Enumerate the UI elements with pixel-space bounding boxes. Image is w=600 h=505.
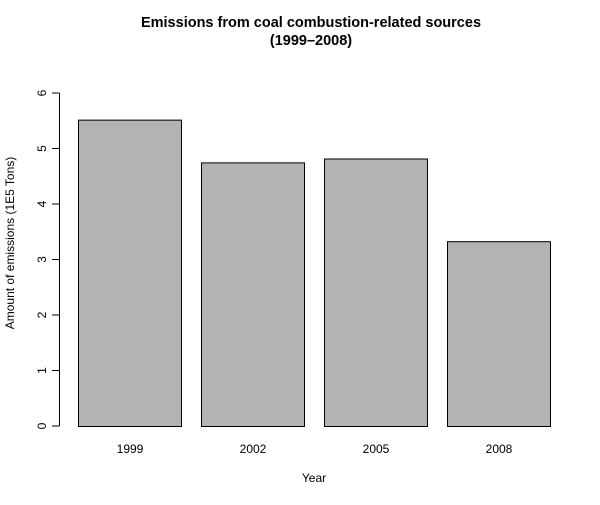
- y-tick-label: 0: [35, 422, 49, 429]
- x-tick-label-2008: 2008: [486, 442, 513, 456]
- x-tick-label-1999: 1999: [117, 442, 144, 456]
- y-tick-label: 1: [35, 367, 49, 374]
- y-tick-label: 6: [35, 89, 49, 96]
- y-tick-label: 4: [35, 200, 49, 207]
- y-tick-label: 5: [35, 145, 49, 152]
- x-axis-tick-labels: 1999 2002 2005 2008: [117, 442, 513, 456]
- chart-title-line-1: Emissions from coal combustion-related s…: [141, 15, 481, 31]
- y-tick-label: 3: [35, 256, 49, 263]
- y-tick-label: 2: [35, 311, 49, 318]
- bar-2005: [324, 158, 428, 428]
- x-tick-label-2005: 2005: [363, 442, 390, 456]
- y-axis-label: Amount of emissions (1E5 Tons): [3, 157, 17, 330]
- bar-2008: [447, 241, 551, 427]
- x-axis-label: Year: [302, 471, 326, 485]
- bars-layer: [78, 119, 551, 428]
- y-axis: 0 1 2 3 4 5 6: [35, 89, 60, 429]
- bar-2002: [201, 162, 305, 427]
- bar-1999: [78, 119, 182, 427]
- x-tick-label-2002: 2002: [240, 442, 267, 456]
- chart-title-line-2: (1999–2008): [270, 33, 352, 49]
